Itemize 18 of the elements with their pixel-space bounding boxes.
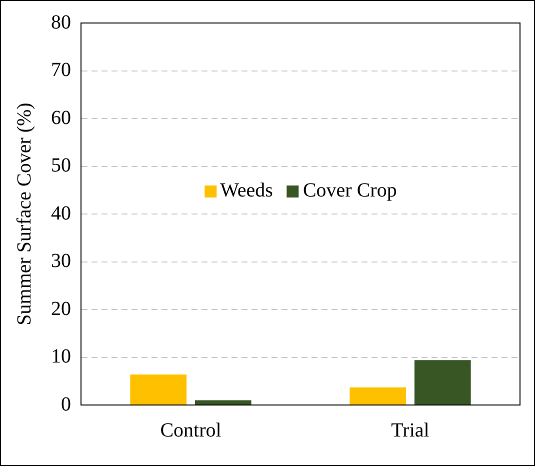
y-tick-label: 60 — [51, 106, 71, 129]
y-tick-label: 30 — [51, 250, 71, 272]
bar — [350, 387, 406, 404]
y-tick-label: 50 — [51, 154, 71, 176]
bar — [130, 374, 187, 404]
x-tick-label: Control — [160, 419, 222, 442]
y-tick-label: 70 — [51, 59, 71, 81]
bar — [194, 400, 252, 404]
legend-label: Cover Crop — [302, 180, 397, 203]
y-tick-label: 40 — [51, 202, 71, 224]
y-tick-label: 0 — [61, 393, 71, 416]
y-axis-title: Summer Surface Cover (%) — [13, 102, 36, 326]
x-tick-label: Trial — [391, 419, 430, 442]
bar — [414, 360, 471, 404]
y-tick-label: 20 — [51, 298, 71, 320]
y-tick-label: 80 — [51, 11, 71, 34]
legend-label: Weeds — [220, 180, 273, 203]
y-tick-label: 10 — [51, 346, 71, 368]
